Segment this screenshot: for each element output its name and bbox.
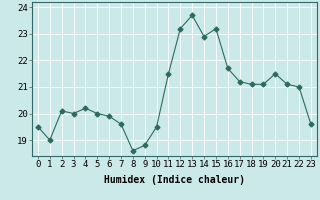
X-axis label: Humidex (Indice chaleur): Humidex (Indice chaleur) [104, 175, 245, 185]
